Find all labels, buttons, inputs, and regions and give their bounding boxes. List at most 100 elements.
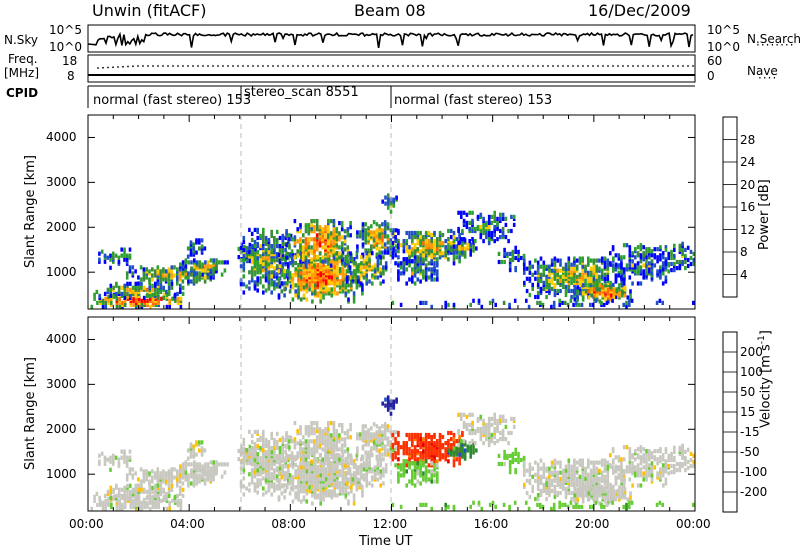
velocity-cell: [461, 448, 464, 453]
power-cell: [310, 249, 313, 254]
power-cell: [433, 243, 436, 248]
velocity-cell: [371, 483, 374, 488]
velocity-cell: [381, 436, 384, 441]
power-cell: [109, 253, 112, 258]
velocity-cell: [259, 456, 262, 461]
power-cell: [512, 214, 516, 219]
power-cell: [386, 250, 390, 255]
power-cell: [278, 235, 282, 241]
power-cell: [634, 247, 637, 252]
power-cell: [186, 246, 190, 251]
power-cell: [288, 289, 292, 294]
power-cell: [346, 259, 349, 264]
power-cell: [330, 287, 334, 292]
velocity-cell: [357, 469, 360, 474]
power-cell: [285, 255, 288, 260]
velocity-cell: [316, 493, 320, 498]
velocity-cell: [179, 498, 183, 503]
nave-dot: [142, 65, 144, 67]
power-cell: [469, 242, 472, 247]
power-cell: [504, 235, 508, 240]
power-cell: [355, 275, 359, 280]
velocity-cell: [490, 422, 494, 427]
power-cell: [370, 224, 373, 229]
power-cell: [98, 293, 101, 298]
velocity-cell: [327, 481, 331, 486]
power-cell: [270, 233, 273, 238]
power-cell: [125, 257, 129, 262]
velocity-cell: [307, 461, 311, 466]
velocity-cell: [296, 441, 299, 446]
velocity-cell: [299, 425, 302, 430]
power-cell: [430, 243, 433, 248]
nave-dot: [167, 65, 169, 67]
power-cell: [262, 246, 265, 251]
velocity-cell: [256, 464, 259, 469]
power-cell: [430, 255, 433, 260]
velocity-cell: [485, 422, 488, 427]
velocity-cell: [372, 440, 376, 445]
velocity-cell: [405, 459, 408, 464]
velocity-cell: [302, 479, 306, 484]
power-cell: [609, 251, 612, 256]
nave-dot: [332, 65, 334, 67]
nave-dot: [492, 65, 494, 67]
power-cell: [318, 251, 322, 256]
velocity-cell: [256, 443, 259, 449]
velocity-cell: [352, 497, 356, 502]
velocity-cell: [142, 469, 146, 474]
velocity-cell: [567, 466, 571, 471]
velocity-cell: [316, 485, 320, 490]
velocity-cell: [181, 466, 185, 471]
power-cell: [187, 279, 190, 284]
power-cell: [297, 263, 300, 268]
power-cell: [139, 265, 143, 270]
velocity-cell: [354, 471, 357, 476]
nave-dot: [537, 65, 539, 67]
power-cell: [170, 265, 174, 270]
velocity-cell: [98, 459, 101, 464]
velocity-cell: [430, 475, 433, 480]
power-cell: [650, 259, 654, 264]
velocity-cell: [324, 427, 327, 432]
velocity-cell: [109, 467, 112, 472]
power-cell: [474, 226, 477, 232]
power-cell: [351, 257, 355, 262]
velocity-cell: [469, 444, 472, 449]
velocity-cell: [508, 459, 512, 465]
power-cell: [281, 262, 285, 267]
power-cell: [288, 233, 291, 238]
power-cell: [291, 252, 295, 258]
power-cell: [550, 268, 554, 273]
power-cell: [642, 275, 645, 280]
velocity-cell: [433, 432, 436, 438]
velocity-cell: [140, 483, 143, 488]
power-cell: [461, 250, 464, 255]
velocity-cell: [436, 475, 439, 480]
velocity-cell: [329, 445, 333, 450]
power-cell: [332, 255, 336, 260]
velocity-cell: [394, 455, 397, 460]
velocity-cell: [553, 458, 557, 463]
velocity-cell: [384, 463, 388, 468]
nave-dot: [237, 65, 239, 67]
power-cell: [359, 281, 363, 286]
velocity-cell: [365, 457, 368, 462]
velocity-cell: [288, 435, 291, 440]
power-cell: [256, 250, 259, 255]
power-cell: [447, 246, 450, 251]
power-cell: [628, 245, 632, 250]
nsky-panel: [87, 24, 696, 53]
velocity-cell: [413, 432, 417, 438]
power-cell: [419, 300, 422, 305]
power-cell: [159, 269, 162, 274]
velocity-cell: [313, 465, 316, 470]
velocity-cell: [347, 499, 350, 504]
power-cell: [383, 250, 387, 255]
velocity-cell: [291, 475, 295, 480]
velocity-cell: [347, 491, 350, 496]
power-cell: [606, 262, 610, 267]
velocity-cell: [321, 447, 324, 452]
velocity-cell: [106, 489, 110, 494]
power-cell: [367, 248, 370, 253]
